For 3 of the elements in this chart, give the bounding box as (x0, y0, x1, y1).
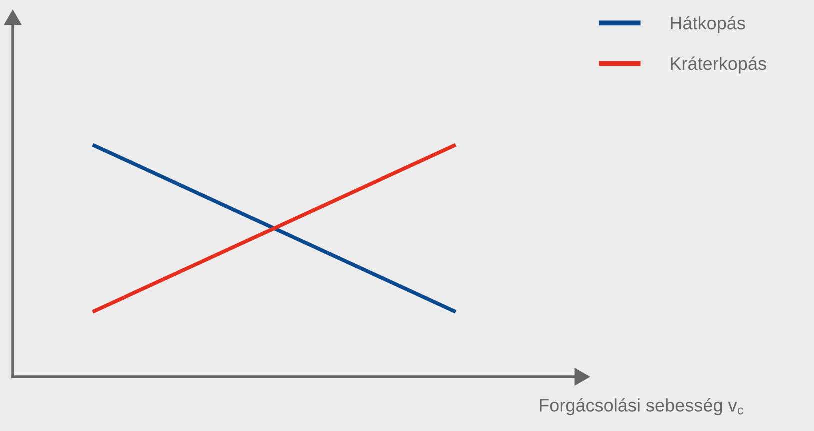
x-axis-title: Forgácsolási sebesség v$_{c}$ (540, 398, 744, 416)
legend-label: Hátkopás (671, 16, 746, 34)
legend-label: Kráterkopás (671, 56, 766, 74)
